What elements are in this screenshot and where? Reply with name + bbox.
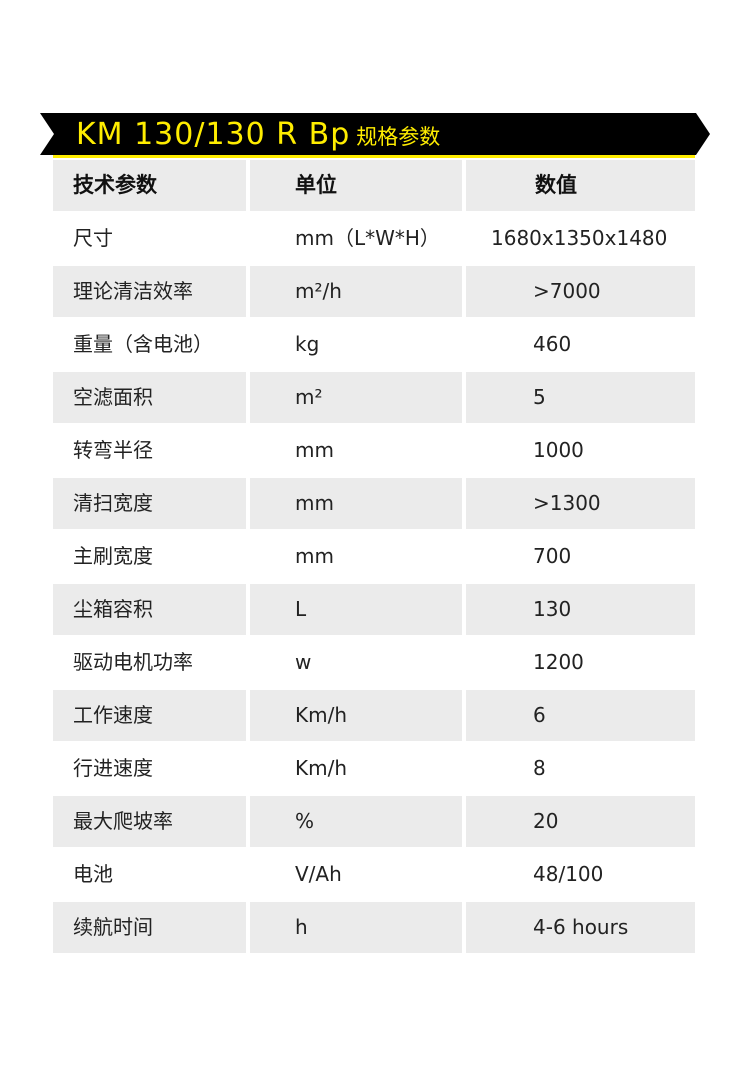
cell-parameter: 转弯半径 xyxy=(73,438,153,462)
table-row: 尺寸 mm（L*W*H） 1680x1350x1480 xyxy=(53,213,695,266)
page-title: KM 130/130 R Bp 规格参数 xyxy=(76,113,440,155)
model-name: KM 130/130 R Bp xyxy=(76,117,351,152)
cell-value: 5 xyxy=(466,372,695,423)
cell-parameter: 行进速度 xyxy=(73,756,153,780)
cell-value: 4-6 hours xyxy=(466,902,695,953)
cell-parameter: 驱动电机功率 xyxy=(73,650,193,674)
cell-unit: % xyxy=(250,796,462,847)
header-unit: 单位 xyxy=(250,160,462,211)
cell-parameter: 重量（含电池） xyxy=(73,332,213,356)
table-row: 主刷宽度 mm 700 xyxy=(53,531,695,584)
cell-value: 6 xyxy=(466,690,695,741)
cell-unit: kg xyxy=(295,332,320,356)
cell-value: 20 xyxy=(466,796,695,847)
cell-unit: mm（L*W*H） xyxy=(295,226,440,250)
table-row: 转弯半径 mm 1000 xyxy=(53,425,695,478)
cell-unit: L xyxy=(250,584,462,635)
table-row: 行进速度 Km/h 8 xyxy=(53,743,695,796)
cell-parameter: 电池 xyxy=(73,862,113,886)
cell-parameter: 主刷宽度 xyxy=(73,544,153,568)
table-row: 理论清洁效率 m²/h >7000 xyxy=(53,266,695,319)
cell-value: 1680x1350x1480 xyxy=(491,226,668,250)
table-header-row: 技术参数 单位 数值 xyxy=(53,160,695,213)
title-subtitle: 规格参数 xyxy=(356,125,441,149)
header-value: 数值 xyxy=(466,160,695,211)
cell-value: 130 xyxy=(466,584,695,635)
cell-parameter: 理论清洁效率 xyxy=(53,266,246,317)
cell-unit: w xyxy=(295,650,312,674)
cell-value: >7000 xyxy=(466,266,695,317)
cell-parameter: 空滤面积 xyxy=(53,372,246,423)
cell-parameter: 清扫宽度 xyxy=(53,478,246,529)
table-row: 工作速度 Km/h 6 xyxy=(53,690,695,743)
cell-unit: mm xyxy=(295,438,334,462)
cell-value: 1000 xyxy=(533,438,584,462)
cell-unit: h xyxy=(250,902,462,953)
table-row: 空滤面积 m² 5 xyxy=(53,372,695,425)
cell-unit: m² xyxy=(250,372,462,423)
cell-value: 1200 xyxy=(533,650,584,674)
header-parameter: 技术参数 xyxy=(53,160,246,211)
cell-parameter: 最大爬坡率 xyxy=(53,796,246,847)
table-row: 续航时间 h 4-6 hours xyxy=(53,902,695,955)
spec-table: 技术参数 单位 数值 尺寸 mm（L*W*H） 1680x1350x1480 理论清洁… xyxy=(53,160,695,955)
cell-value: 700 xyxy=(533,544,572,568)
cell-unit: mm xyxy=(295,544,334,568)
cell-value: 460 xyxy=(533,332,572,356)
yellow-divider xyxy=(53,155,695,158)
title-banner xyxy=(40,113,710,155)
cell-parameter: 尘箱容积 xyxy=(53,584,246,635)
cell-parameter: 尺寸 xyxy=(73,226,113,250)
cell-unit: V/Ah xyxy=(295,862,342,886)
cell-unit: Km/h xyxy=(295,756,348,780)
table-row: 电池 V/Ah 48/100 xyxy=(53,849,695,902)
cell-value: >1300 xyxy=(466,478,695,529)
table-row: 驱动电机功率 w 1200 xyxy=(53,637,695,690)
cell-parameter: 工作速度 xyxy=(53,690,246,741)
table-row: 尘箱容积 L 130 xyxy=(53,584,695,637)
table-row: 最大爬坡率% 20 xyxy=(53,796,695,849)
cell-unit: mm xyxy=(250,478,462,529)
table-row: 清扫宽度 mm >1300 xyxy=(53,478,695,531)
cell-value: 48/100 xyxy=(533,862,604,886)
banner-arrow-shape xyxy=(40,113,710,155)
cell-parameter: 续航时间 xyxy=(53,902,246,953)
table-row: 重量（含电池） kg 460 xyxy=(53,319,695,372)
cell-value: 8 xyxy=(533,756,546,780)
cell-unit: m²/h xyxy=(250,266,462,317)
cell-unit: Km/h xyxy=(250,690,462,741)
